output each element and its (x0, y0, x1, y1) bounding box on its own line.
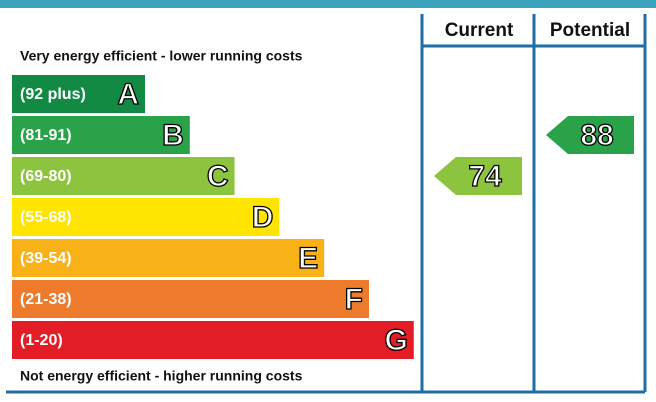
rating-value: 88 (580, 119, 613, 152)
band-range: (92 plus) (20, 86, 86, 103)
band (12, 116, 190, 154)
band-range: (21-38) (20, 291, 72, 308)
potential-header: Potential (550, 20, 630, 41)
band (12, 75, 145, 113)
rating-value: 74 (468, 160, 502, 193)
band-letter: C (207, 160, 229, 193)
bottom-note: Not energy efficient - higher running co… (20, 368, 303, 384)
band (12, 321, 414, 359)
band-range: (1-20) (20, 332, 63, 349)
band-range: (81-91) (20, 127, 72, 144)
current-header: Current (445, 20, 514, 41)
rating-arrow (434, 157, 522, 195)
band (12, 198, 280, 236)
band (12, 239, 325, 277)
band-letter: A (117, 78, 139, 111)
band-letter: G (384, 324, 407, 357)
band-letter: B (162, 119, 184, 152)
top-note: Very energy efficient - lower running co… (20, 48, 303, 64)
band-range: (69-80) (20, 168, 72, 185)
band (12, 157, 235, 195)
band-range: (39-54) (20, 250, 72, 267)
band-letter: D (252, 201, 274, 234)
band-letter: E (298, 242, 318, 275)
band (12, 280, 369, 318)
band-range: (55-68) (20, 209, 72, 226)
rating-arrow (546, 116, 634, 154)
band-letter: F (345, 283, 363, 316)
top-bar (0, 0, 656, 8)
